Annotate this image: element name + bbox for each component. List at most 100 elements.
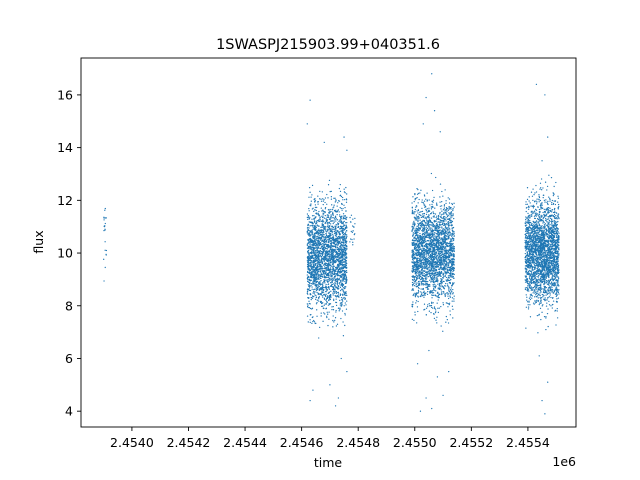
data-point <box>417 286 420 289</box>
data-point <box>316 287 318 290</box>
data-point <box>440 281 442 284</box>
data-point <box>321 236 324 238</box>
data-point <box>340 293 342 296</box>
data-point <box>314 268 317 271</box>
data-point <box>333 204 335 206</box>
data-point <box>329 237 331 240</box>
data-point <box>322 234 324 236</box>
data-point <box>338 265 340 267</box>
data-point <box>440 265 442 267</box>
data-point <box>417 189 419 191</box>
data-point <box>313 220 316 222</box>
data-point <box>333 228 335 231</box>
data-point <box>345 291 347 293</box>
data-point <box>326 295 329 297</box>
data-point <box>308 278 310 281</box>
data-point <box>451 300 453 302</box>
data-point <box>315 289 318 292</box>
data-point <box>440 208 442 210</box>
data-point <box>418 291 420 293</box>
data-point <box>412 303 414 306</box>
data-point <box>335 220 337 222</box>
data-point <box>434 267 436 269</box>
data-point <box>429 232 432 234</box>
data-point <box>308 232 311 234</box>
data-point <box>334 251 336 253</box>
data-point <box>420 262 422 265</box>
data-point <box>432 244 434 246</box>
data-point <box>312 267 314 269</box>
data-point <box>327 226 330 228</box>
data-point <box>441 237 443 239</box>
data-point <box>345 262 347 265</box>
data-point <box>338 187 340 190</box>
data-point <box>325 303 328 305</box>
data-point <box>449 252 451 254</box>
data-point <box>331 257 333 259</box>
data-point <box>439 241 441 243</box>
data-point <box>321 226 323 229</box>
data-point <box>326 193 328 196</box>
data-point <box>320 247 322 249</box>
data-point <box>317 274 319 276</box>
data-point <box>344 298 346 300</box>
data-point <box>335 234 338 236</box>
data-point <box>434 227 436 230</box>
data-point <box>435 285 437 287</box>
data-point <box>335 255 337 258</box>
data-point <box>435 236 437 239</box>
data-point <box>330 255 332 257</box>
data-point <box>436 296 438 298</box>
data-point <box>311 244 314 246</box>
data-point <box>433 306 436 308</box>
data-point <box>443 205 446 207</box>
data-point <box>320 283 322 286</box>
data-point <box>324 248 327 250</box>
data-point <box>343 264 345 266</box>
data-point <box>308 285 310 287</box>
data-point <box>353 234 355 236</box>
data-point <box>321 262 324 264</box>
data-point <box>415 294 417 296</box>
data-point <box>419 219 421 221</box>
data-point <box>432 283 434 286</box>
data-point <box>322 209 324 211</box>
data-point <box>446 267 449 269</box>
data-point <box>332 309 335 311</box>
data-point <box>419 280 421 282</box>
data-point <box>324 211 326 214</box>
data-point <box>315 294 317 297</box>
data-point <box>344 280 346 283</box>
data-point <box>447 266 450 268</box>
data-point <box>316 262 318 264</box>
data-point <box>325 286 327 289</box>
data-point <box>325 233 327 235</box>
data-point <box>315 224 317 226</box>
data-point <box>427 288 430 290</box>
data-point <box>343 246 345 248</box>
data-point <box>439 252 442 255</box>
data-point <box>453 217 455 220</box>
data-point <box>421 240 423 242</box>
data-point <box>451 234 453 237</box>
data-point <box>342 274 345 276</box>
data-point <box>335 282 337 285</box>
data-point <box>438 261 440 263</box>
data-point <box>418 213 420 216</box>
data-point <box>440 278 442 280</box>
data-point <box>453 246 455 248</box>
data-point <box>318 274 320 276</box>
data-point <box>439 229 441 232</box>
data-point <box>103 219 105 221</box>
data-point <box>324 197 327 199</box>
data-point <box>448 230 451 232</box>
data-point <box>439 259 441 261</box>
data-point <box>425 245 427 247</box>
data-point <box>418 236 421 238</box>
data-point <box>307 321 309 323</box>
data-point <box>425 286 427 289</box>
data-point <box>439 211 441 214</box>
data-point <box>425 218 428 220</box>
data-point <box>339 299 341 302</box>
data-point <box>311 194 313 196</box>
